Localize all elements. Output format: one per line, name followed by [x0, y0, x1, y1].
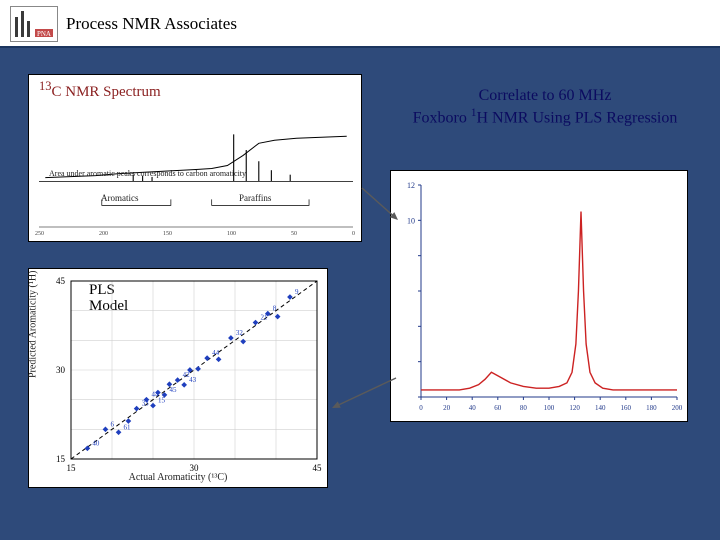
svg-text:61: 61: [124, 423, 132, 431]
svg-text:120: 120: [569, 404, 580, 412]
svg-text:100: 100: [544, 404, 555, 412]
panel-a-plot: [29, 75, 363, 243]
rh-line2-pre: Foxboro: [413, 109, 471, 126]
svg-text:43: 43: [189, 376, 197, 384]
svg-text:32: 32: [236, 329, 244, 337]
svg-text:180: 180: [646, 404, 657, 412]
svg-text:60: 60: [494, 404, 502, 412]
svg-text:40: 40: [92, 439, 100, 447]
header: PNA Process NMR Associates: [0, 0, 720, 48]
svg-text:15: 15: [56, 454, 66, 464]
svg-text:30: 30: [56, 365, 66, 375]
panel-c13-spectrum: 13C NMR Spectrum Area under aromatic pea…: [28, 74, 362, 242]
svg-text:10: 10: [407, 216, 415, 225]
rh-line2-post: H NMR Using PLS Regression: [476, 109, 677, 126]
panel-a-label-aromatics: Aromatics: [101, 193, 139, 203]
svg-text:6: 6: [110, 420, 114, 428]
svg-text:12: 12: [407, 181, 415, 190]
svg-text:44: 44: [212, 349, 220, 357]
svg-text:PNA: PNA: [37, 30, 51, 38]
header-title: Process NMR Associates: [66, 14, 237, 34]
panel-a-xticks: 250200150100500: [35, 231, 355, 237]
panel-a-label-paraffins: Paraffins: [239, 193, 271, 203]
svg-text:9: 9: [295, 288, 299, 296]
panel-a-caption: Area under aromatic peaks corresponds to…: [49, 169, 246, 178]
panel-c-plot: 1012020406080100120140160180200: [391, 171, 689, 423]
panel-pls-scatter: PLS Model Predicted Aromaticity (¹H) 151…: [28, 268, 328, 488]
svg-text:140: 140: [595, 404, 606, 412]
panel-b-plot: 1515303045454066133441545424344322189: [29, 269, 329, 489]
svg-text:8: 8: [273, 305, 277, 313]
panel-h1-spectrum: 1012020406080100120140160180200: [390, 170, 688, 422]
svg-text:45: 45: [169, 386, 177, 394]
svg-text:40: 40: [469, 404, 477, 412]
svg-text:160: 160: [621, 404, 632, 412]
svg-text:45: 45: [56, 276, 66, 286]
svg-text:15: 15: [158, 397, 166, 405]
svg-text:80: 80: [520, 404, 528, 412]
right-heading: Correlate to 60 MHz Foxboro 1H NMR Using…: [400, 86, 690, 128]
svg-text:200: 200: [672, 404, 683, 412]
svg-text:20: 20: [443, 404, 451, 412]
panel-b-xlabel: Actual Aromaticity (¹³C): [29, 472, 327, 483]
logo: PNA: [10, 6, 58, 42]
rh-line1: Correlate to 60 MHz: [479, 87, 612, 104]
svg-text:0: 0: [419, 404, 423, 412]
